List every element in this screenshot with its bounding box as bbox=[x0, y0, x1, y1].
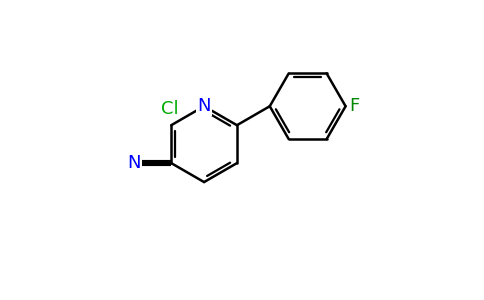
Text: N: N bbox=[128, 154, 141, 172]
Text: F: F bbox=[349, 97, 360, 115]
Text: Cl: Cl bbox=[161, 100, 179, 118]
Text: N: N bbox=[197, 97, 211, 115]
